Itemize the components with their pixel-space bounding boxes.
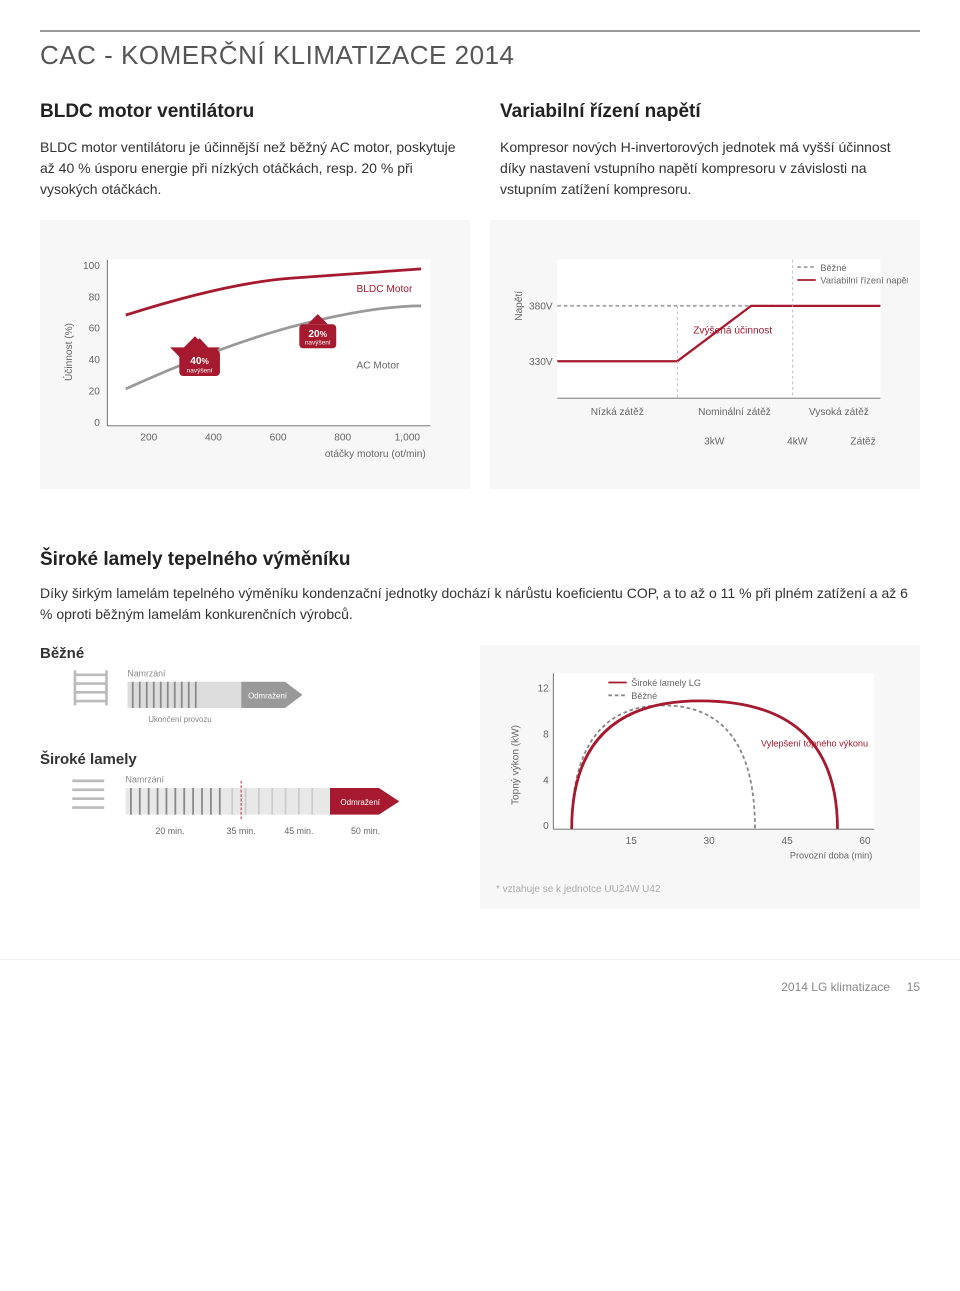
siroke-defrost: Odmražení: [340, 798, 380, 807]
chart1-ytick: 20: [89, 386, 101, 397]
section1-title: BLDC motor ventilátoru: [40, 101, 460, 123]
chart1-xtick: 200: [140, 433, 157, 444]
svg-text:navýšení: navýšení: [305, 340, 331, 347]
chart3-ylabel: Topný výkon (kW): [511, 725, 522, 805]
svg-text:45: 45: [781, 836, 793, 847]
chart2-xcat: Nominální zátěž: [698, 407, 771, 418]
svg-text:0: 0: [543, 821, 549, 832]
chart-efficiency: Účinnost (%) 100 80 60 40 20 0 BLDC Moto…: [40, 220, 470, 489]
svg-text:60: 60: [859, 836, 871, 847]
bezne-label: Běžné: [40, 645, 460, 662]
siroke-label: Široké lamely: [40, 751, 460, 768]
chart2-ytick: 330V: [529, 357, 553, 368]
chart1-xtick: 600: [270, 433, 287, 444]
chart-heating-power: Topný výkon (kW) Široké lamely LG Běžné …: [480, 645, 920, 909]
chart2-ytick: 380V: [529, 302, 553, 313]
chart1-xtick: 400: [205, 433, 222, 444]
chart-voltage: Napětí Běžné Variabilní řízení napětí 38…: [490, 220, 920, 489]
chart1-ytick: 80: [89, 292, 101, 303]
page-number: 15: [907, 980, 920, 994]
chart1-ylabel: Účinnost (%): [62, 323, 75, 381]
svg-text:20%: 20%: [308, 329, 327, 340]
page-title: CAC - KOMERČNÍ KLIMATIZACE 2014: [40, 40, 920, 71]
chart3-footnote: * vztahuje se k jednotce UU24W U42: [490, 880, 910, 899]
svg-text:40%: 40%: [190, 356, 209, 367]
chart2-xscale: Zátěž: [850, 436, 875, 447]
svg-text:navýšení: navýšení: [187, 367, 213, 374]
chart2-legend-solid: Variabilní řízení napětí: [820, 276, 908, 286]
svg-text:4: 4: [543, 775, 549, 786]
timeline-tick: 20 min.: [155, 826, 184, 836]
bezne-defrost: Odmražení: [248, 691, 288, 700]
chart3-note: Vylepšení topného výkonu: [761, 739, 868, 749]
section2-text: Kompresor nových H-invertorových jednote…: [500, 137, 920, 200]
footer-text: 2014 LG klimatizace: [781, 980, 890, 994]
section3-text: Díky širkým lamelám tepelného výměníku k…: [40, 583, 920, 625]
timeline-tick: 35 min.: [227, 826, 256, 836]
section3-title: Široké lamely tepelného výměníku: [40, 549, 920, 571]
chart2-legend-dash: Běžné: [820, 263, 846, 273]
chart3-legend-solid: Široké lamely LG: [631, 678, 701, 688]
svg-text:15: 15: [626, 836, 638, 847]
chart1-ytick: 60: [89, 324, 101, 335]
section1-text: BLDC motor ventilátoru je účinnější než …: [40, 137, 460, 200]
chart3-legend-dash: Běžné: [631, 691, 657, 701]
svg-text:8: 8: [543, 730, 549, 741]
chart2-ylabel: Napětí: [514, 291, 525, 321]
svg-text:12: 12: [538, 684, 550, 695]
lamely-timelines: Běžné Namrzání Ukončení provozu: [40, 645, 460, 857]
bezne-sub: Namrzání: [128, 669, 166, 679]
chart1-xtick: 800: [334, 433, 351, 444]
chart3-xlabel: Provozní doba (min): [790, 851, 872, 861]
bezne-stop: Ukončení provozu: [148, 715, 211, 724]
chart2-zone: Zvýšená účinnost: [693, 326, 772, 337]
chart2-xscale: 4kW: [787, 436, 808, 447]
siroke-sub: Namrzání: [126, 775, 165, 785]
chart1-xtick: 1,000: [395, 433, 421, 444]
chart2-xscale: 3kW: [704, 436, 725, 447]
chart1-bldc-label: BLDC Motor: [357, 284, 413, 295]
timeline-tick: 45 min.: [284, 826, 313, 836]
chart2-xcat: Vysoká zátěž: [809, 407, 869, 418]
section2-title: Variabilní řízení napětí: [500, 101, 920, 123]
chart1-ytick: 0: [94, 418, 100, 429]
chart1-ac-label: AC Motor: [357, 361, 400, 372]
chart1-xlabel: otáčky motoru (ot/min): [325, 449, 426, 460]
chart2-xcat: Nízká zátěž: [591, 407, 644, 418]
timeline-tick: 50 min.: [351, 826, 380, 836]
svg-text:30: 30: [704, 836, 716, 847]
chart1-ytick: 40: [89, 355, 101, 366]
chart1-ytick: 100: [83, 261, 100, 272]
